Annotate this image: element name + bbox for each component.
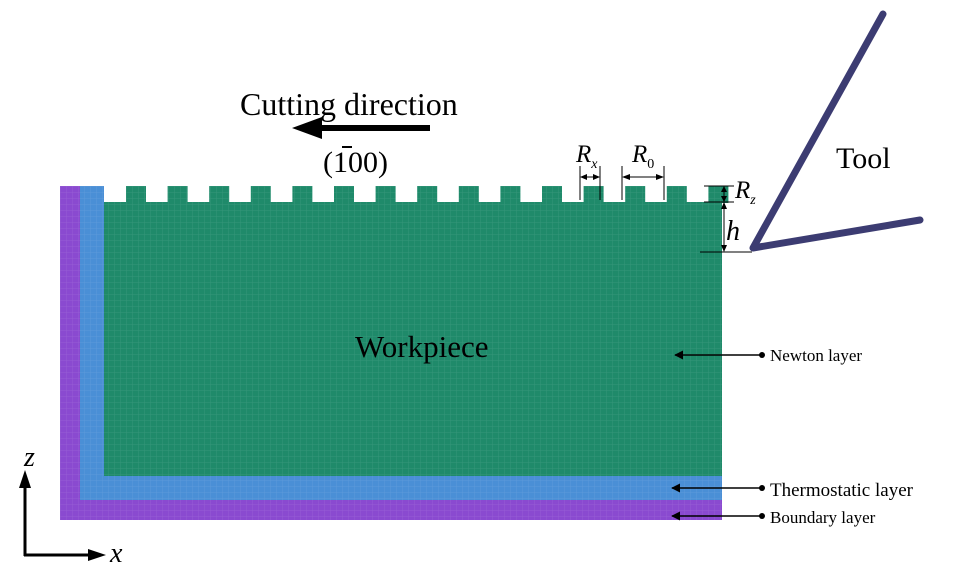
x-axis-arrowhead [88, 549, 106, 561]
rx-arrow-right [593, 174, 600, 180]
boundary-layer-label: Boundary layer [770, 508, 876, 527]
workpiece-label: Workpiece [355, 329, 489, 364]
newton-layer-dot [759, 352, 765, 358]
rz-arrow-bottom [721, 196, 727, 202]
cutting-direction-label: Cutting direction [240, 86, 458, 122]
thermostatic-layer-label: Thermostatic layer [770, 480, 914, 501]
r0-arrow-right [656, 174, 664, 180]
crystal-direction-label: (100) [323, 146, 388, 179]
workpiece-atom-texture [60, 186, 722, 520]
cutting-direction-arrowhead [292, 117, 322, 139]
z-axis-arrowhead [19, 470, 31, 488]
h-label: h [726, 216, 740, 247]
r0-label: R0 [631, 141, 654, 172]
tool-label: Tool [836, 142, 891, 175]
boundary-layer-dot [759, 513, 765, 519]
h-arrow-bottom [721, 245, 727, 252]
newton-layer-label: Newton layer [770, 346, 862, 365]
thermostatic-layer-dot [759, 485, 765, 491]
cutting-tool [749, 10, 924, 252]
r0-arrow-left [622, 174, 630, 180]
z-axis-label: z [23, 442, 35, 473]
rz-arrow-top [721, 186, 727, 192]
rx-arrow-left [580, 174, 587, 180]
rx-label: Rx [575, 141, 598, 172]
h-arrow-top [721, 202, 727, 209]
x-axis-label: x [109, 538, 123, 567]
rz-label: Rz [734, 177, 756, 208]
